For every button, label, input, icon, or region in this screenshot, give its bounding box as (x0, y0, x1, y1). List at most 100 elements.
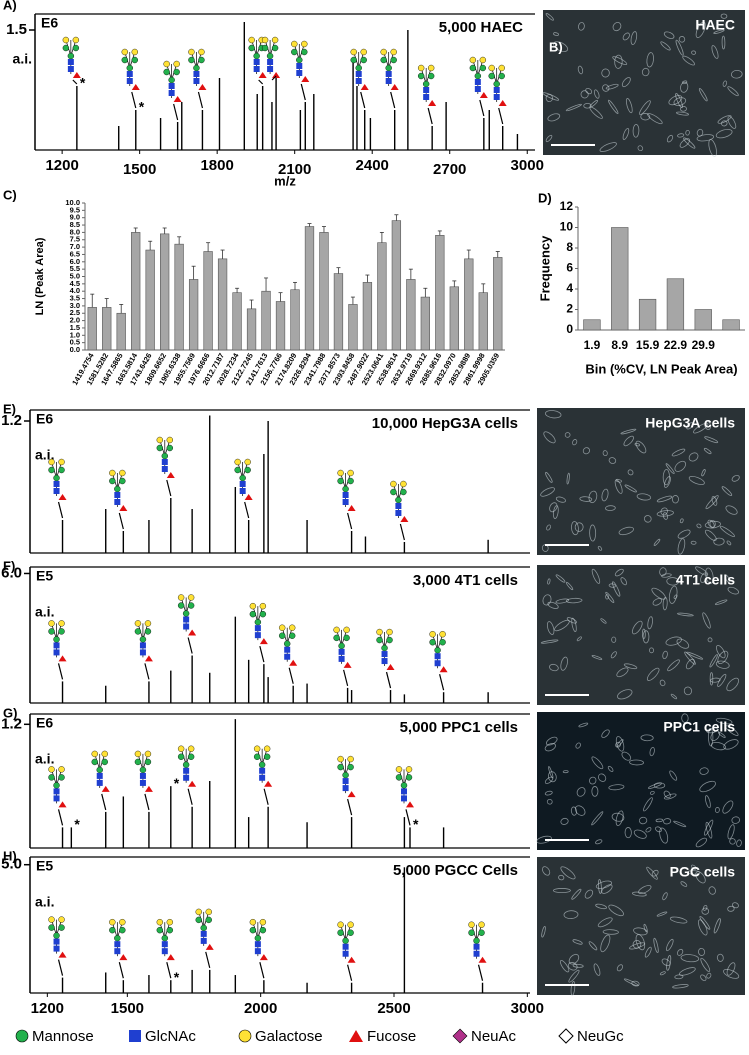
cell (732, 902, 739, 909)
glycan-residue (395, 774, 403, 781)
glycan-residue (400, 516, 409, 522)
cell (605, 505, 616, 511)
glycan-residue (119, 505, 128, 511)
cell (540, 487, 555, 497)
cell (565, 597, 583, 604)
cell (549, 663, 559, 672)
glycan-residue (253, 66, 260, 72)
x-tick-label: 22.9 (664, 338, 688, 352)
cell (659, 827, 669, 844)
glycan-residue (53, 649, 60, 656)
cell (552, 505, 559, 519)
glycan-icon (48, 620, 67, 662)
glycan-residue (254, 941, 261, 948)
glycan-residue (253, 59, 260, 65)
cell (662, 512, 669, 520)
cell (653, 782, 666, 789)
glycan-residue (91, 758, 98, 766)
glycan-icon (156, 918, 175, 961)
cell (568, 953, 580, 965)
cell (677, 612, 694, 617)
cell (602, 929, 619, 935)
cell (608, 99, 619, 114)
cell (688, 452, 699, 462)
cell (713, 537, 725, 546)
glycan-residue (173, 68, 180, 76)
legend-symbol (558, 1028, 574, 1044)
cell (643, 515, 652, 523)
cell (595, 880, 613, 889)
leader-line (385, 671, 392, 689)
glycan-residue (478, 956, 487, 963)
glycan-residue (479, 56, 487, 64)
cell (601, 488, 609, 502)
x-tick-label: 2500 (377, 1000, 410, 1017)
glycan-residue (161, 934, 169, 942)
leader-line (343, 669, 349, 687)
leader-line (166, 479, 172, 497)
glycan-residue (198, 84, 207, 90)
cell (679, 138, 690, 148)
glycan-residue (253, 745, 261, 752)
spectrum-title: 5,000 PGCC Cells (393, 862, 518, 879)
glycan-residue (166, 472, 175, 478)
glycan-residue (342, 937, 349, 944)
y-axis-label: Frequency (537, 235, 552, 302)
glycan-residue (390, 48, 397, 56)
x-tick-label: 2000 (244, 1000, 277, 1017)
glycan-residue (182, 610, 190, 617)
glycan-residue (253, 753, 261, 760)
glycan-residue (338, 642, 345, 650)
cell (621, 77, 631, 88)
glycan-residue (58, 620, 65, 627)
cell (643, 797, 653, 812)
cell (678, 36, 686, 43)
cell (667, 659, 680, 672)
glycan-residue (337, 755, 344, 763)
cell (722, 800, 734, 814)
leader-line (271, 75, 277, 81)
glycan-residue (498, 100, 507, 106)
cell (547, 113, 561, 122)
cell (622, 32, 630, 41)
glycan-residue (350, 56, 357, 64)
y-tick-label: 9.5 (70, 205, 80, 214)
cell (715, 717, 733, 725)
cell (704, 529, 717, 541)
image-caption: 4T1 cells (676, 572, 735, 588)
glycan-residue (488, 72, 495, 80)
glycan-icon (469, 56, 488, 98)
glycan-residue (355, 64, 362, 72)
leader-line (399, 523, 405, 541)
cell (690, 540, 697, 545)
cell (620, 577, 628, 586)
cell (651, 869, 659, 877)
glycan-residue (58, 466, 65, 474)
leader-line (57, 663, 64, 680)
cell (611, 636, 617, 643)
glycan-icon (291, 40, 310, 82)
legend-symbol (238, 1029, 252, 1043)
glycan-residue (493, 80, 500, 88)
cell (719, 525, 735, 538)
glycan-residue (62, 44, 70, 52)
glycan-residue (347, 929, 354, 936)
x-tick-label: 1500 (111, 1000, 144, 1017)
glycan-residue (177, 745, 185, 752)
spectrum-title: 5,000 HAEC (439, 19, 523, 36)
glycan-residue (338, 655, 345, 662)
cell (565, 581, 574, 591)
glycan-residue (193, 64, 200, 72)
panel-label: A) (3, 0, 17, 12)
legend-label: GlcNAc (145, 1028, 196, 1045)
cell (704, 436, 719, 444)
glycan-residue (53, 938, 60, 945)
glycan-residue (139, 636, 147, 643)
x-tick-label: 15.9 (636, 338, 660, 352)
cell (721, 120, 728, 127)
glycan-residue (239, 488, 246, 494)
glycan-residue (156, 926, 164, 934)
glycan-residue (301, 76, 310, 82)
cell (572, 963, 584, 968)
cell (591, 811, 604, 826)
